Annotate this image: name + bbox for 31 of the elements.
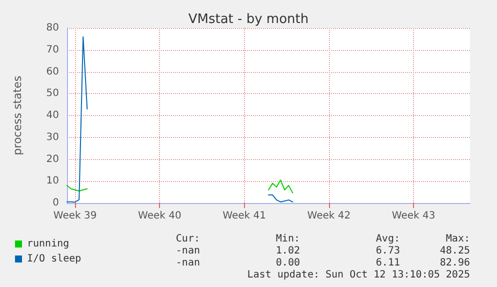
text: Last update: Sun Oct 12 13:10:05 2025: [247, 270, 470, 280]
y-tick-label: 60: [46, 66, 59, 78]
x-tick-label: Week 41: [222, 210, 266, 222]
text: 6.73: [376, 246, 400, 256]
y-tick-label: 0: [52, 198, 59, 208]
y-tick-label: 10: [46, 176, 59, 187]
x-tick-label: Week 43: [392, 210, 436, 222]
chart-title: VMstat - by month: [188, 12, 309, 27]
y-tick-label: 30: [46, 132, 59, 143]
text: 82.96: [440, 258, 470, 268]
text: -nan: [176, 246, 200, 256]
text: -nan: [176, 258, 200, 268]
x-tick-label: Week 40: [138, 210, 182, 222]
text: 6.11: [376, 258, 400, 268]
legend-label: running: [27, 238, 70, 250]
y-tick-label: 40: [46, 110, 59, 121]
text: Avg:: [376, 234, 400, 244]
y-tick-label: 20: [46, 154, 59, 165]
text: 1.02: [276, 246, 300, 256]
text: Min:: [276, 234, 300, 244]
x-tick-label: Week 42: [307, 210, 351, 222]
y-tick-label: 70: [46, 44, 59, 56]
legend-label: I/O sleep: [27, 254, 82, 264]
x-tick-label: Week 39: [53, 210, 97, 222]
text: 0.00: [276, 258, 300, 268]
text: 48.25: [440, 246, 470, 256]
y-tick-label: 50: [46, 88, 59, 100]
text: Max:: [446, 234, 470, 244]
text: Cur:: [176, 234, 200, 244]
y-axis-title: process states: [11, 76, 24, 156]
y-tick-label: 80: [46, 22, 59, 34]
